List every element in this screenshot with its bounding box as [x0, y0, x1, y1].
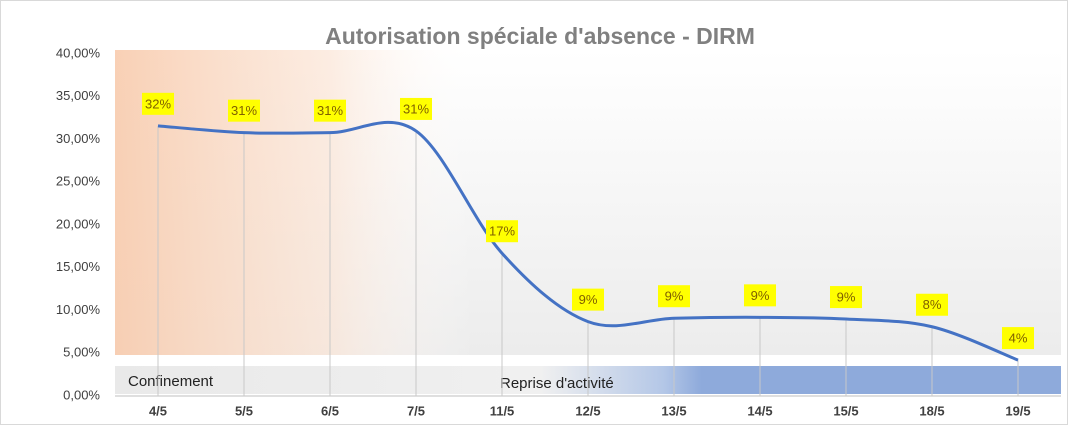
- annotation: Reprise d'activité: [500, 375, 614, 392]
- y-tick-label: 30,00%: [56, 131, 101, 146]
- data-label: 9%: [837, 289, 856, 304]
- data-label-box: [228, 99, 260, 122]
- annotation: Confinement: [128, 373, 214, 390]
- data-label: 32%: [145, 96, 171, 111]
- x-tick-label: 11/5: [490, 403, 515, 418]
- data-label-box: [400, 97, 432, 120]
- y-tick-label: 25,00%: [56, 174, 101, 189]
- data-label: 9%: [579, 292, 598, 307]
- y-tick-label: 0,00%: [63, 387, 100, 402]
- data-label: 31%: [317, 103, 343, 118]
- data-label-box: [572, 288, 604, 311]
- data-label-box: [1002, 327, 1034, 350]
- y-tick-label: 10,00%: [56, 302, 101, 317]
- data-label: 17%: [489, 224, 515, 239]
- data-label-box: [142, 92, 174, 115]
- x-tick-label: 15/5: [833, 403, 858, 418]
- x-tick-label: 19/5: [1005, 403, 1030, 418]
- line: [157, 120, 1019, 362]
- y-tick-label: 5,00%: [63, 345, 100, 360]
- data-label: 31%: [403, 101, 429, 116]
- y-tick-label: 40,00%: [56, 45, 101, 60]
- x-tick-label: 5/5: [235, 403, 253, 418]
- data-label-box: [830, 286, 862, 309]
- x-tick-label: 7/5: [407, 403, 425, 418]
- y-tick-label: 35,00%: [56, 88, 101, 103]
- data-label-box: [658, 285, 690, 308]
- chart-title: Autorisation spéciale d'absence - DIRM: [325, 23, 755, 49]
- x-tick-label: 12/5: [575, 403, 600, 418]
- data-label-box: [916, 293, 948, 316]
- data-label: 9%: [751, 288, 770, 303]
- x-tick-label: 4/5: [149, 403, 167, 418]
- data-label-box: [314, 99, 346, 122]
- x-tick-label: 18/5: [919, 403, 944, 418]
- data-label: 4%: [1009, 331, 1028, 346]
- data-label-box: [486, 220, 518, 243]
- x-tick-label: 13/5: [661, 403, 686, 418]
- data-label: 9%: [665, 289, 684, 304]
- x-tick-label: 14/5: [747, 403, 772, 418]
- data-label: 31%: [231, 103, 257, 118]
- y-tick-label: 20,00%: [56, 216, 101, 231]
- data-label: 8%: [923, 297, 942, 312]
- data-label-box: [744, 284, 776, 307]
- y-tick-label: 15,00%: [56, 259, 101, 274]
- x-tick-label: 6/5: [321, 403, 339, 418]
